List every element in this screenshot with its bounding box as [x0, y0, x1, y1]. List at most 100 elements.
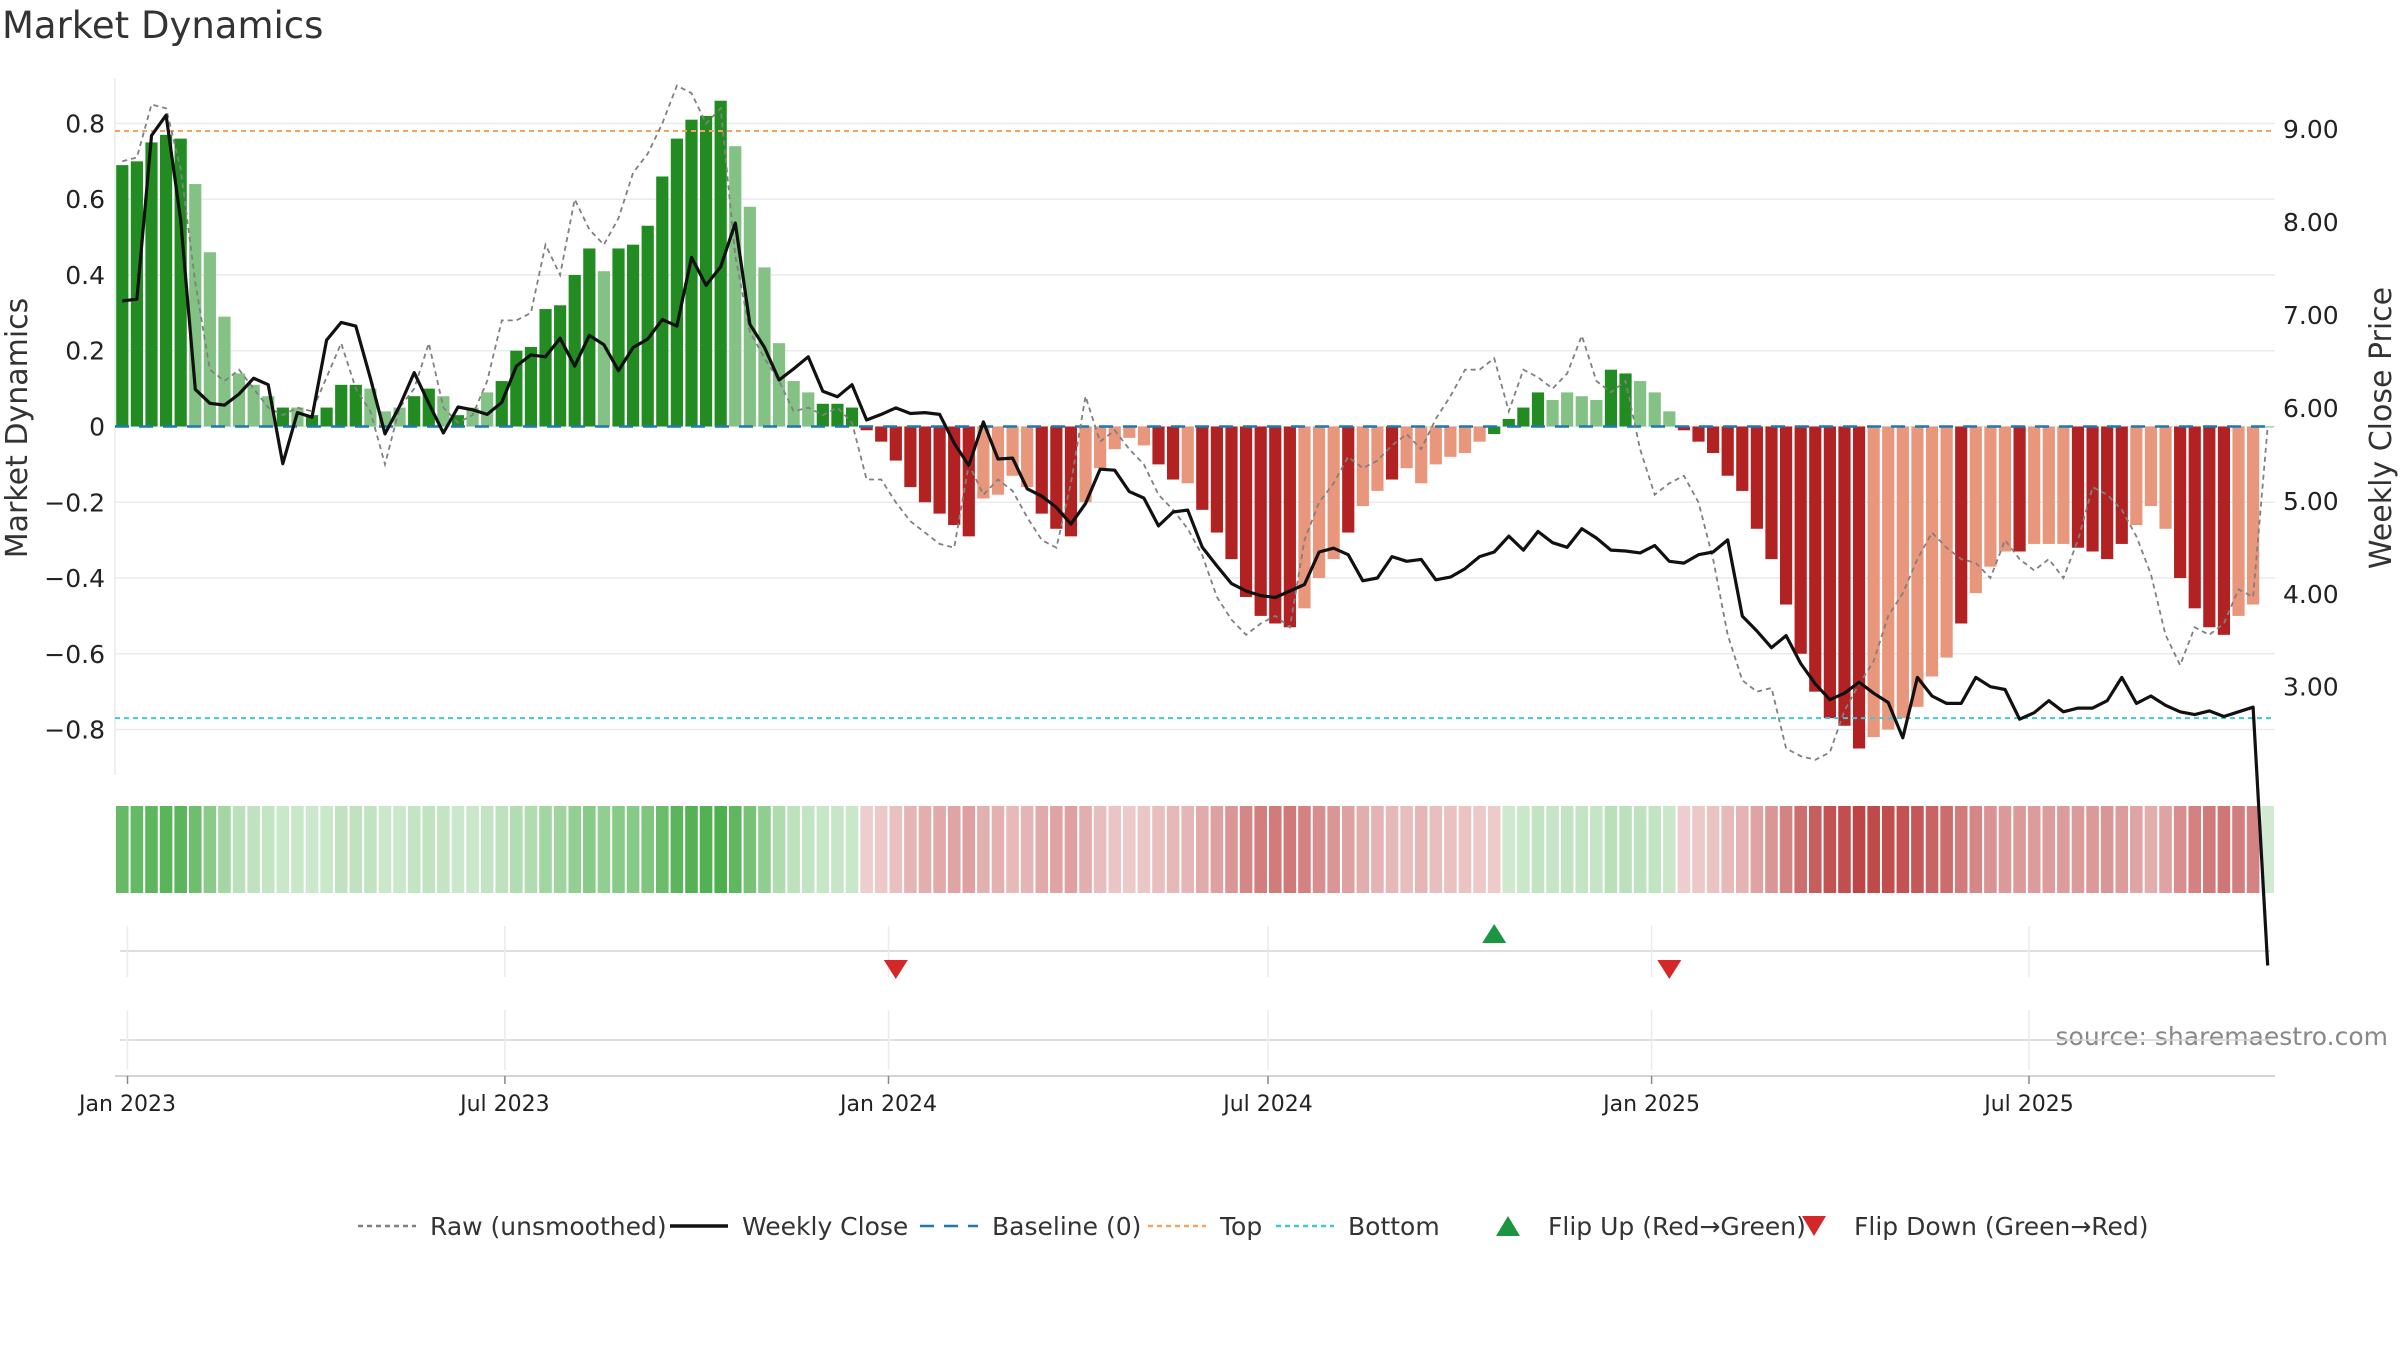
dynamics-bar [1984, 426, 1997, 567]
dynamics-bars [116, 100, 2274, 749]
dynamics-bar [1940, 426, 1953, 658]
dynamics-bar [670, 138, 683, 427]
heat-cell [495, 806, 509, 893]
y-tick-label-right: 7.00 [2283, 301, 2339, 330]
heat-cell [568, 806, 582, 893]
dynamics-bar [729, 146, 742, 427]
dynamics-bar [1663, 411, 1676, 427]
heat-cell [1502, 806, 1516, 893]
dynamics-bar [2261, 426, 2274, 428]
heat-cell [714, 806, 727, 893]
dynamics-bar [2115, 426, 2128, 544]
heat-cell [1531, 806, 1545, 893]
dynamics-bar [1867, 426, 1880, 738]
y-tick-label-left: 0.2 [65, 337, 105, 366]
heat-cell [1385, 806, 1399, 893]
heat-cell [977, 806, 990, 893]
x-tick-label: Jan 2025 [1601, 1092, 1700, 1117]
legend-item-top: Top [1148, 1212, 1262, 1241]
dynamics-bar [451, 415, 465, 427]
heat-cell [364, 806, 377, 893]
heat-cell [860, 806, 873, 893]
dynamics-bar [962, 426, 975, 537]
heat-cell [1035, 806, 1049, 893]
heat-cell [933, 806, 946, 893]
heat-cell [320, 806, 333, 893]
dynamics-bar [1561, 392, 1574, 427]
heat-cell [1663, 806, 1676, 893]
heat-cell [772, 806, 786, 893]
y-tick-label-right: 5.00 [2283, 487, 2339, 516]
dynamics-bar [1021, 426, 1034, 488]
y-tick-label-left: 0.6 [65, 185, 105, 214]
heat-cell [1998, 806, 2012, 893]
heat-cell [159, 806, 173, 893]
dynamics-bar [247, 384, 260, 427]
heat-cell [116, 806, 129, 893]
dynamics-bar [1779, 426, 1793, 605]
flip-up-marker [1482, 924, 1507, 943]
dynamics-bar [1312, 426, 1326, 579]
dynamics-bar [948, 426, 961, 525]
dynamics-bar [1882, 426, 1895, 730]
heat-cell [1896, 806, 1910, 893]
dynamics-bar [2013, 426, 2026, 552]
y-tick-label-right: 4.00 [2283, 580, 2339, 609]
heat-cell [1298, 806, 1311, 893]
heat-cell [1123, 806, 1136, 893]
x-tick-label: Jul 2024 [1221, 1092, 1313, 1117]
heat-cell [743, 806, 757, 893]
heat-cell [1283, 806, 1297, 893]
dynamics-bar [1838, 426, 1851, 726]
heat-cell [597, 806, 611, 893]
heat-cell [1312, 806, 1326, 893]
heat-cell [1765, 806, 1778, 893]
dynamics-bar [1794, 426, 1807, 654]
heat-cell [1867, 806, 1880, 893]
dynamics-bar [554, 305, 567, 427]
dynamics-bar [2101, 426, 2114, 560]
heat-cell [393, 806, 406, 893]
dynamics-bar [1911, 426, 1924, 707]
heat-cell [1808, 806, 1822, 893]
dynamics-bar [889, 426, 902, 461]
heat-cell [1881, 806, 1895, 893]
legend-item-flip_up: Flip Up (Red→Green) [1496, 1212, 1806, 1241]
x-tick-label: Jan 2024 [838, 1092, 937, 1117]
dynamics-bar [1969, 426, 1982, 594]
heat-cell [539, 806, 552, 893]
legend: Raw (unsmoothed) Weekly Close Baseline (0)… [358, 1212, 2149, 1241]
dynamics-bar [1356, 426, 1369, 507]
dynamics-bar [1750, 426, 1763, 529]
heat-cell [874, 806, 888, 893]
heat-cell [480, 806, 494, 893]
legend-label-baseline: Baseline (0) [992, 1212, 1141, 1241]
dynamics-bar [568, 274, 581, 427]
dynamics-bar [2174, 426, 2187, 579]
heat-cell [1210, 806, 1224, 893]
heat-cell [2173, 806, 2187, 893]
heat-cell [2217, 806, 2231, 893]
dynamics-bar [1809, 426, 1822, 692]
heat-cell [2013, 806, 2026, 893]
dynamics-bar [2130, 426, 2143, 525]
heat-cell [1546, 806, 1559, 893]
dynamics-bar [1473, 426, 1486, 442]
dynamics-bar [1458, 426, 1472, 454]
heat-cell [232, 806, 246, 893]
heat-cell [1954, 806, 1968, 893]
legend-item-baseline: Baseline (0) [920, 1212, 1141, 1241]
legend-swatch-flip-down [1802, 1216, 1826, 1236]
dynamics-bar [1444, 426, 1457, 457]
dynamics-bar [335, 384, 348, 427]
heat-cell [801, 806, 815, 893]
heat-cell [407, 806, 421, 893]
right-axis-label: Weekly Close Price [2364, 287, 2399, 569]
heat-cell [1706, 806, 1720, 893]
y-tick-label-left: 0 [89, 413, 105, 442]
heat-cell [1721, 806, 1734, 893]
heat-cell [553, 806, 567, 893]
heat-cell [2159, 806, 2172, 893]
dynamics-bar [2247, 426, 2260, 605]
